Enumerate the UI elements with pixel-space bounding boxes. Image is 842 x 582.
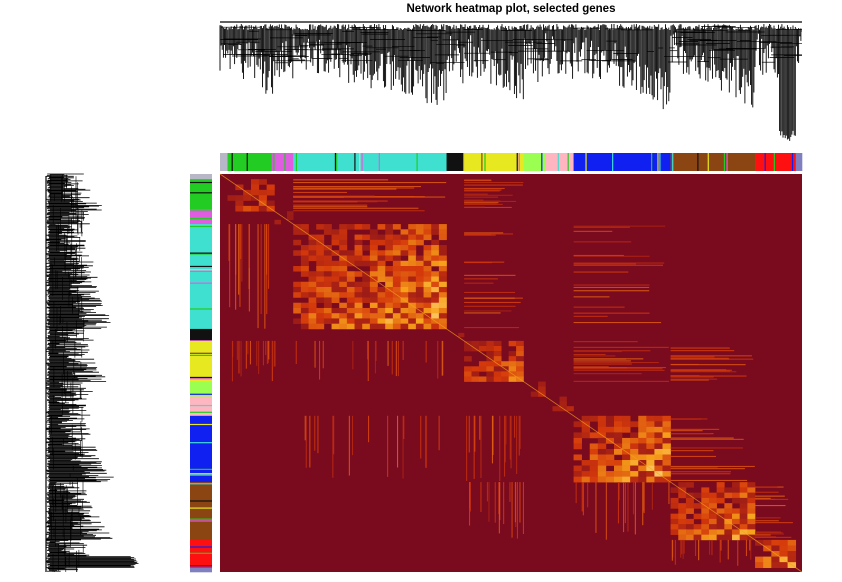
top-module-color-bar [220, 153, 803, 171]
left-module-swatch [190, 415, 212, 483]
top-module-swatch [573, 153, 671, 171]
top-module-swatch [755, 153, 797, 171]
top-module-swatch [545, 153, 574, 171]
top-module-swatch [227, 153, 275, 171]
top-module-swatch [670, 153, 756, 171]
left-module-swatch [190, 179, 212, 212]
left-module-swatch [190, 174, 212, 180]
tom-heatmap [219, 173, 803, 573]
left-module-swatch [190, 567, 212, 573]
top-dendrogram [219, 21, 802, 141]
left-module-swatch [190, 381, 212, 397]
heatmap-module-block [274, 211, 294, 225]
heatmap-offdiagonal-streaks [228, 179, 793, 566]
heatmap-module-block [670, 482, 756, 541]
top-module-swatch [795, 153, 803, 171]
heatmap-diagonal [219, 173, 803, 573]
left-module-color-bar [190, 174, 212, 573]
left-dendrogram [45, 173, 139, 572]
top-module-swatch [220, 153, 228, 171]
heatmap-module-block [458, 332, 465, 338]
left-module-swatch [190, 539, 212, 569]
left-module-swatch [190, 340, 212, 382]
left-module-swatch [190, 224, 212, 330]
top-module-swatch [293, 153, 447, 171]
chart-title: Network heatmap plot, selected genes [406, 3, 616, 15]
left-module-swatch [190, 211, 212, 225]
heatmap-module-block [293, 224, 447, 330]
left-module-swatch [190, 482, 212, 541]
top-module-swatch [523, 153, 546, 171]
top-module-swatch [274, 153, 294, 171]
left-module-swatch [190, 328, 212, 342]
top-module-swatch [464, 153, 524, 171]
top-module-swatch [446, 153, 465, 171]
left-module-swatch [190, 396, 212, 417]
